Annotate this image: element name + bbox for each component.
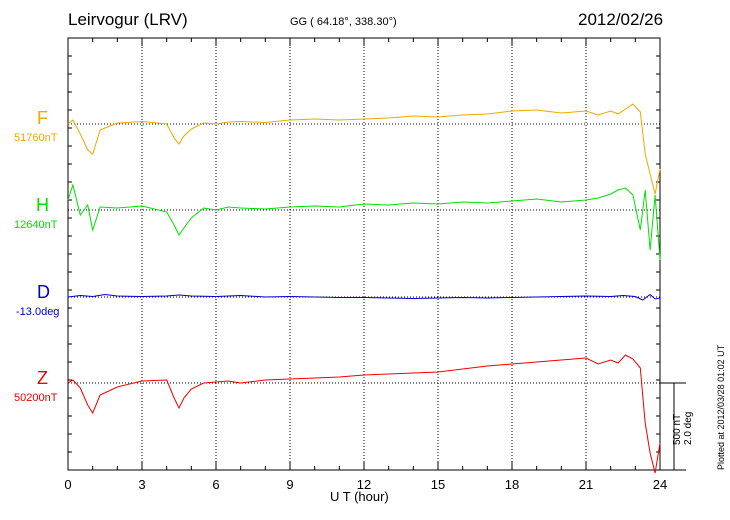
x-tick-label: 6: [212, 477, 219, 492]
x-tick-label: 18: [505, 477, 519, 492]
component-letter-z: Z: [37, 368, 48, 388]
series-line-f: [67, 103, 661, 195]
scale-nt-label: 500 nT: [672, 413, 683, 445]
x-axis-label: U T (hour): [330, 489, 389, 504]
plotted-timestamp: Plotted at 2012/03/28 01:02 UT: [716, 344, 726, 470]
x-tick-label: 3: [138, 477, 145, 492]
x-tick-label: 15: [431, 477, 445, 492]
scale-deg-label: 2.0 deg: [683, 411, 694, 445]
plot-date: 2012/02/26: [578, 10, 664, 29]
component-letter-f: F: [37, 108, 48, 128]
series-line-h: [67, 183, 661, 261]
station-title: Leirvogur (LRV): [68, 10, 188, 29]
component-baseline-d: -13.0deg: [16, 306, 60, 318]
component-letter-h: H: [36, 195, 49, 215]
x-tick-label: 21: [579, 477, 593, 492]
station-coords: GG ( 64.18°, 338.30°): [290, 16, 397, 28]
x-tick-label: 9: [286, 477, 293, 492]
x-tick-label: 0: [64, 477, 71, 492]
series-line-d: [67, 293, 661, 301]
x-tick-label: 24: [653, 477, 667, 492]
component-baseline-z: 50200nT: [14, 392, 58, 404]
series-line-z: [67, 354, 661, 474]
component-baseline-h: 12640nT: [14, 219, 58, 231]
component-letter-d: D: [37, 282, 50, 302]
x-tick-label: 12: [357, 477, 371, 492]
component-baseline-f: 51760nT: [14, 132, 58, 144]
